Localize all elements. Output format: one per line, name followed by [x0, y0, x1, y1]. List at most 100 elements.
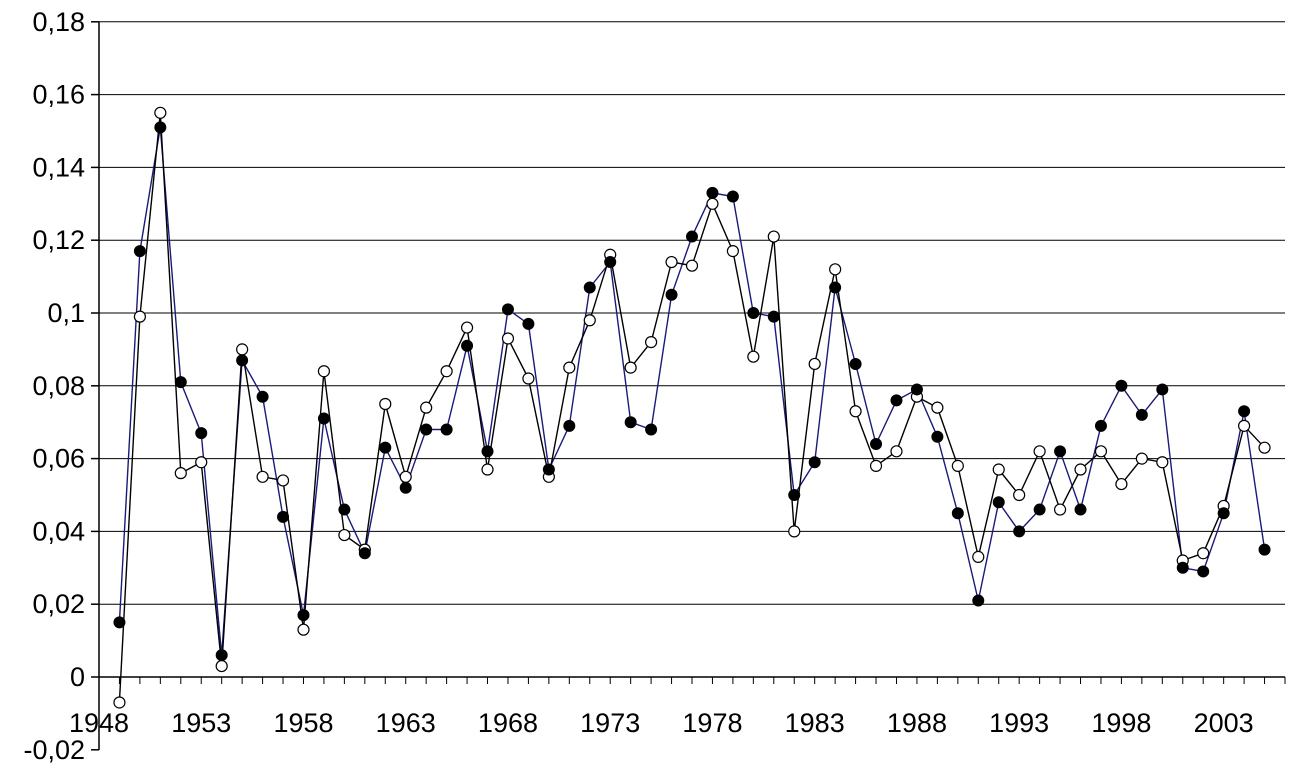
- axes: [91, 21, 1286, 751]
- series-b-point: [1033, 445, 1046, 458]
- series-b-point: [133, 310, 146, 323]
- series-b-point: [747, 350, 760, 363]
- series-a-point: [726, 190, 739, 203]
- series-a-point: [563, 419, 576, 432]
- series-a-point: [481, 445, 494, 458]
- series-b-point: [583, 314, 596, 327]
- series-a-point: [1054, 445, 1067, 458]
- series-a-point: [1197, 565, 1210, 578]
- series-b-point: [420, 401, 433, 414]
- series-a-point: [1013, 525, 1026, 538]
- series-a-point: [1238, 405, 1251, 418]
- series-b-point: [665, 255, 678, 269]
- series-a-point: [236, 354, 249, 367]
- data-markers: [113, 106, 1271, 709]
- series-lines: [118, 112, 1266, 703]
- series-b-point: [788, 525, 801, 538]
- series-b-point: [1053, 503, 1067, 516]
- x-tick-label: 1978: [682, 708, 742, 738]
- tick-labels: -0,02 0 0,02 0,04 0,06 0,08 0,1 0,12 0,14 0,16 0,1…: [23, 7, 1253, 765]
- series-a-point: [461, 339, 474, 352]
- series-a-point: [788, 489, 801, 501]
- series-b-point: [399, 470, 412, 483]
- series-b-point: [460, 321, 474, 334]
- x-tick-label: 1998: [1091, 708, 1151, 738]
- series-a-point: [256, 390, 269, 403]
- y-tick-label: 0,18: [32, 7, 85, 37]
- series-a-point: [808, 456, 821, 469]
- series-a-point: [338, 503, 351, 516]
- x-tick-label: 1993: [989, 708, 1049, 738]
- series-a-point: [195, 427, 208, 440]
- series-a-point: [542, 463, 555, 476]
- series-a-point: [1115, 379, 1128, 392]
- series-b-point: [685, 259, 699, 272]
- series-b-point: [174, 467, 187, 480]
- series-a-point: [1033, 503, 1046, 516]
- series-a-point: [849, 357, 862, 370]
- series-b-point: [645, 336, 658, 349]
- series-a-point: [1074, 503, 1087, 516]
- series-b-point: [1197, 547, 1210, 560]
- series-a-point: [1176, 561, 1189, 574]
- series-b-point: [767, 230, 780, 243]
- series-b-point: [1013, 488, 1026, 502]
- y-tick-label: 0,14: [32, 152, 85, 182]
- series-b-point: [706, 197, 719, 210]
- series-b-point: [869, 459, 883, 472]
- series-b-point: [563, 361, 576, 374]
- series-b-point: [338, 528, 351, 542]
- series-a-point: [829, 281, 842, 294]
- x-tick-label: 1948: [69, 708, 129, 738]
- gridlines: [99, 21, 1285, 605]
- series-a-point: [910, 383, 923, 396]
- series-a-point: [1156, 383, 1169, 396]
- series-b-point: [195, 456, 208, 469]
- x-tick-label: 1988: [887, 708, 947, 738]
- series-a-point: [992, 496, 1005, 509]
- series-a-line: [118, 126, 1266, 656]
- series-b-point: [215, 659, 228, 673]
- series-a-point: [951, 507, 964, 520]
- series-b-point: [1238, 419, 1251, 432]
- series-a-point: [277, 510, 290, 523]
- series-b-point: [297, 623, 310, 636]
- series-a-point: [890, 394, 903, 407]
- series-b-point: [1115, 477, 1128, 491]
- series-a-point: [1258, 543, 1271, 556]
- series-b-point: [236, 343, 249, 356]
- y-tick-label: 0,12: [32, 225, 85, 255]
- series-b-point: [829, 263, 842, 276]
- series-b-point: [481, 463, 494, 476]
- series-b-line: [118, 112, 1266, 703]
- series-a-point: [767, 310, 780, 323]
- series-a-point: [133, 245, 146, 258]
- series-b-point: [154, 106, 167, 119]
- series-b-point: [849, 405, 862, 418]
- series-b-point: [501, 332, 515, 345]
- series-a-point: [870, 438, 883, 451]
- series-b-point: [317, 365, 331, 378]
- y-tick-label: 0,06: [32, 444, 85, 474]
- series-a-point: [154, 121, 167, 134]
- x-tick-label: 1953: [171, 708, 231, 738]
- series-a-point: [297, 609, 310, 622]
- y-tick-label: 0,04: [32, 516, 85, 546]
- series-b-point: [726, 245, 739, 258]
- series-a-point: [583, 281, 596, 294]
- x-tick-label: 1963: [376, 708, 436, 738]
- x-tick-label: 1973: [580, 708, 640, 738]
- series-b-point: [1156, 456, 1169, 469]
- series-a-point: [665, 288, 678, 301]
- series-a-point: [317, 412, 330, 425]
- series-a-point: [420, 423, 433, 436]
- series-b-point: [1094, 445, 1108, 458]
- series-b-point: [1074, 463, 1087, 476]
- y-tick-label: 0: [70, 662, 85, 692]
- series-a-point: [624, 416, 637, 429]
- x-tick-label: 2003: [1194, 708, 1254, 738]
- series-a-point: [706, 186, 719, 199]
- series-b-point: [992, 463, 1005, 476]
- series-a-point: [747, 307, 760, 319]
